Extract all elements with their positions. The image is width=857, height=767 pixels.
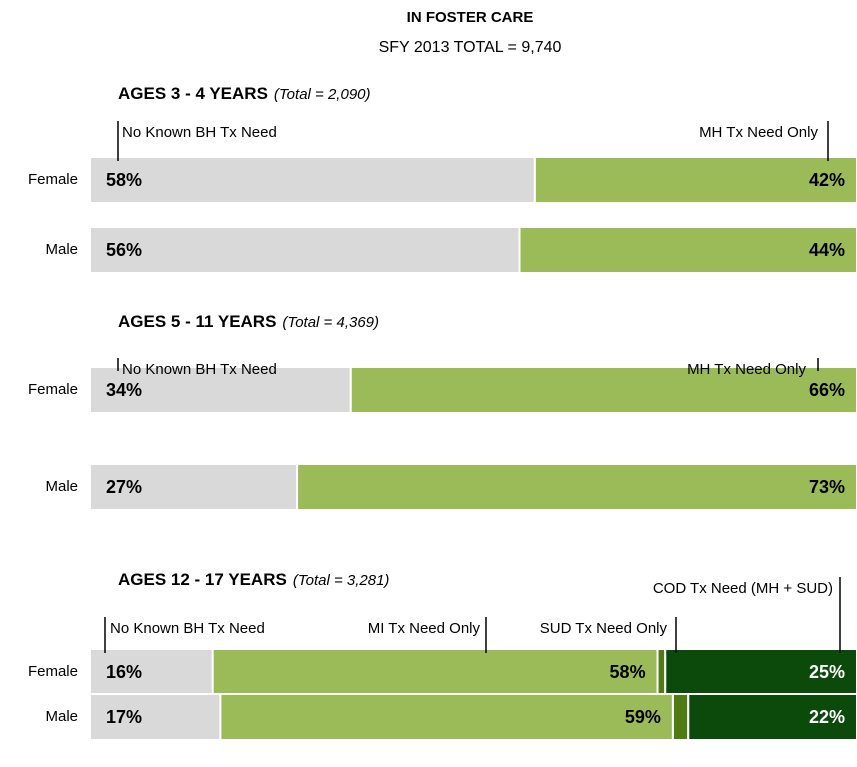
bar-segment [219,693,674,741]
value-label: 56% [106,240,142,260]
category-label: Male [45,241,78,258]
value-label: 59% [625,707,661,727]
category-label: Female [28,663,78,680]
panel-title-text: AGES 3 - 4 YEARS [118,84,268,103]
bar-segment [89,463,299,511]
bar-segment [89,156,536,204]
value-label: 25% [809,662,845,682]
panel-title-text: AGES 12 - 17 YEARS [118,570,287,589]
bar-segment [533,156,857,204]
value-label: 58% [106,170,142,190]
legend-label: COD Tx Need (MH + SUD) [653,580,833,597]
value-label: 17% [106,707,142,727]
legend-label: No Known BH Tx Need [110,620,265,637]
legend-label: MH Tx Need Only [699,124,818,141]
category-label: Female [28,171,78,188]
bar-segment [211,648,659,696]
panel-title: AGES 5 - 11 YEARS (Total = 4,369) [118,312,379,331]
legend-label: MI Tx Need Only [368,620,481,637]
category-label: Male [45,708,78,725]
bar-segment [89,226,521,274]
panel-title: AGES 12 - 17 YEARS (Total = 3,281) [118,570,389,589]
value-label: 22% [809,707,845,727]
value-label: 66% [809,380,845,400]
page-subtitle: SFY 2013 TOTAL = 9,740 [379,39,562,56]
page-title: IN FOSTER CARE [407,9,534,26]
panel-title-text: AGES 5 - 11 YEARS [118,312,276,331]
bar-segment [518,226,857,274]
value-label: 44% [809,240,845,260]
category-label: Female [28,381,78,398]
legend-label: SUD Tx Need Only [540,620,668,637]
panel-subtitle: (Total = 3,281) [293,572,390,589]
bar-segment [296,463,857,511]
legend-label: MH Tx Need Only [687,361,806,378]
value-label: 42% [809,170,845,190]
panel-subtitle: (Total = 4,369) [282,314,379,331]
legend-label: No Known BH Tx Need [122,361,277,378]
bar-segment [89,366,352,414]
value-label: 16% [106,662,142,682]
panel-title: AGES 3 - 4 YEARS (Total = 2,090) [118,84,371,103]
category-label: Male [45,478,78,495]
bar-segment [656,648,667,696]
bar-segment [687,693,857,741]
legend-label: No Known BH Tx Need [122,124,277,141]
value-label: 34% [106,380,142,400]
value-label: 27% [106,477,142,497]
value-label: 58% [610,662,646,682]
bar-segment [671,693,690,741]
panel-subtitle: (Total = 2,090) [274,86,371,103]
value-label: 73% [809,477,845,497]
bar-segment [349,366,857,414]
